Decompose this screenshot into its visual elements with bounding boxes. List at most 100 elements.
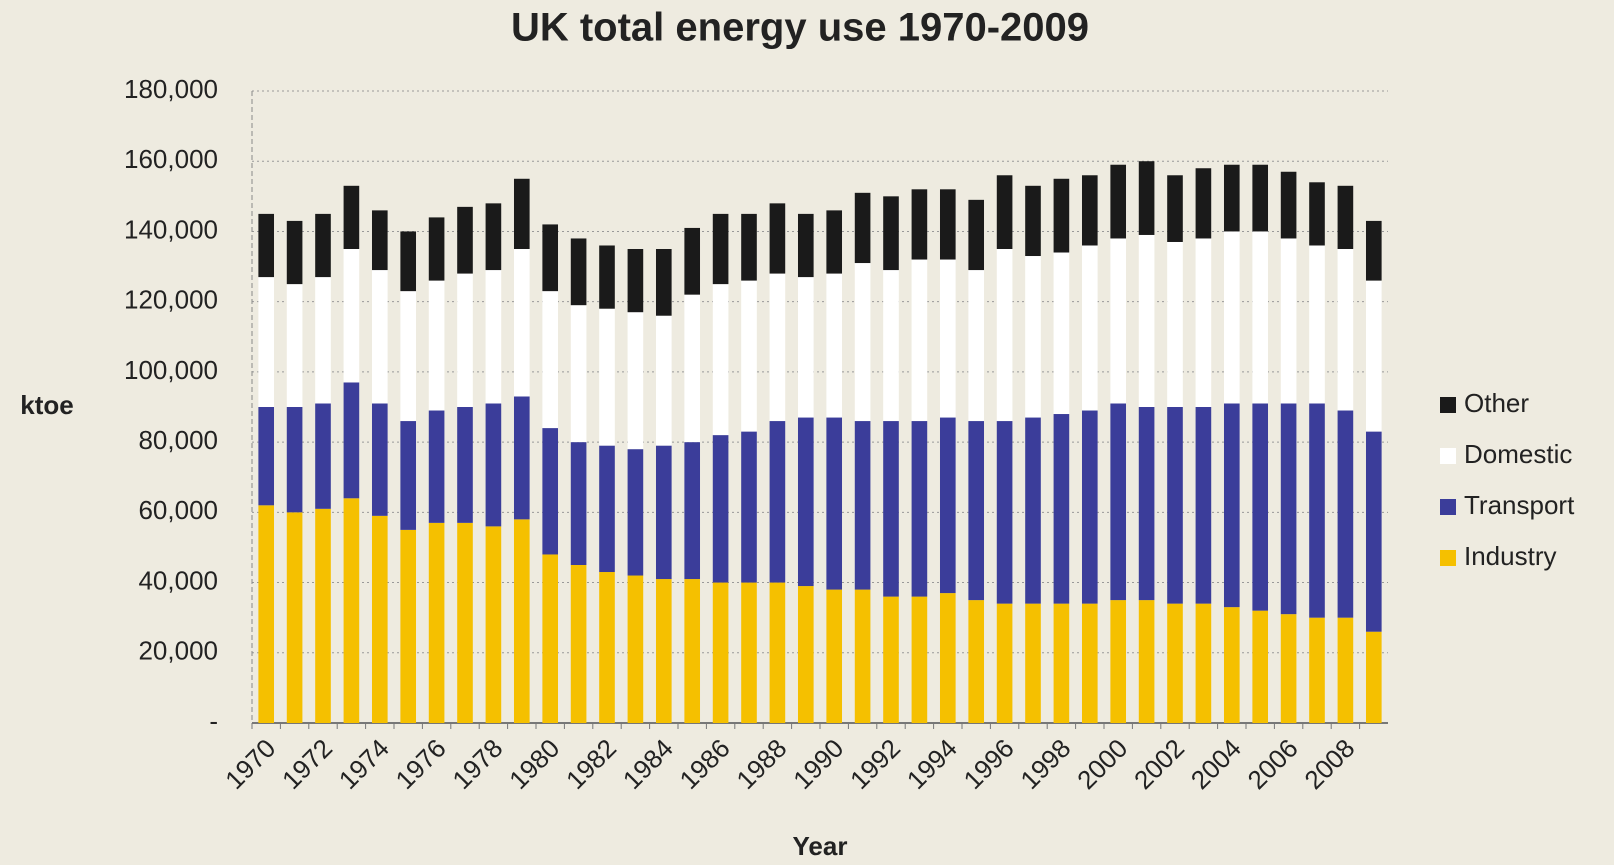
y-tick-label: -	[209, 706, 218, 736]
bar-segment	[1337, 249, 1354, 411]
bar-segment	[1081, 410, 1098, 604]
bar-segment	[258, 213, 275, 278]
bar-segment	[712, 284, 729, 436]
bar-segment	[315, 277, 331, 404]
bar-segment	[513, 519, 530, 723]
bar-segment	[1110, 403, 1127, 601]
bar-segment	[1280, 614, 1297, 723]
bar-segment	[939, 259, 956, 418]
bar-segment	[797, 586, 814, 723]
bar-segment	[968, 270, 985, 422]
bar-segment	[1252, 610, 1269, 723]
bar-segment	[996, 249, 1013, 422]
bar-segment	[1252, 403, 1269, 611]
bar-segment	[741, 213, 757, 281]
bar-segment	[485, 526, 502, 723]
legend-label: Industry	[1464, 541, 1557, 571]
bar-segment	[1025, 185, 1041, 257]
bar-segment	[371, 515, 388, 723]
bar-segment	[655, 315, 672, 446]
bar-segment	[712, 435, 729, 583]
bar-segment	[769, 203, 786, 274]
bar-segment	[741, 582, 757, 723]
bar-segment	[570, 238, 587, 306]
bar-segment	[1025, 256, 1041, 418]
bar-segment	[457, 522, 473, 723]
bar-segment	[1365, 220, 1382, 281]
bar-segment	[1195, 168, 1212, 239]
y-tick-label: 180,000	[124, 74, 218, 104]
bar-segment	[599, 308, 615, 446]
bar-segment	[542, 428, 559, 555]
bar-segment	[599, 572, 615, 723]
bar-segment	[797, 213, 814, 278]
bar-segment	[996, 603, 1013, 723]
bar-segment	[1053, 603, 1070, 723]
bar-segment	[1167, 407, 1183, 604]
bar-segment	[968, 600, 985, 723]
y-tick-label: 160,000	[124, 144, 218, 174]
y-tick-label: 20,000	[138, 636, 218, 666]
bar-segment	[655, 249, 672, 316]
bar-segment	[1252, 231, 1269, 404]
bar-segment	[1025, 603, 1041, 723]
bar-segment	[996, 175, 1013, 249]
bar-segment	[570, 565, 587, 723]
bar-segment	[826, 589, 843, 723]
bar-segment	[315, 403, 331, 509]
bar-segment	[400, 529, 417, 723]
bar-segment	[826, 210, 843, 274]
bar-segment	[343, 249, 360, 383]
bar-segment	[627, 449, 644, 576]
bar-segment	[400, 421, 417, 530]
bar-segment	[684, 579, 701, 723]
bar-segment	[1337, 617, 1354, 723]
bar-segment	[883, 270, 899, 422]
bar-segment	[684, 227, 701, 295]
bar-segment	[883, 196, 899, 271]
bar-segment	[428, 522, 445, 723]
bar-segment	[627, 312, 644, 450]
bar-segment	[854, 589, 871, 723]
bar-segment	[1309, 403, 1325, 618]
bar-segment	[1025, 417, 1041, 604]
bar-segment	[1280, 171, 1297, 239]
bar-segment	[1138, 234, 1155, 407]
bar-segment	[1138, 161, 1155, 235]
bar-segment	[854, 421, 871, 590]
bar-segment	[684, 294, 701, 443]
bar-segment	[599, 445, 615, 573]
bar-segment	[797, 277, 814, 418]
bar-segment	[1280, 238, 1297, 404]
bar-segment	[1195, 603, 1212, 723]
bar-segment	[627, 249, 644, 313]
bar-segment	[627, 575, 644, 723]
bar-segment	[1280, 403, 1297, 615]
bar-segment	[1053, 414, 1070, 604]
bar-segment	[996, 421, 1013, 604]
y-tick-label: 140,000	[124, 214, 218, 244]
bar-segment	[1309, 182, 1325, 246]
bar-segment	[1081, 175, 1098, 246]
bar-segment	[599, 245, 615, 309]
bar-segment	[854, 192, 871, 264]
bar-segment	[1195, 407, 1212, 604]
bar-segment	[1053, 178, 1070, 253]
bar-segment	[1223, 607, 1240, 723]
bar-segment	[258, 277, 275, 407]
legend-swatch	[1440, 448, 1456, 464]
bar-segment	[1337, 410, 1354, 618]
bar-segment	[911, 421, 928, 597]
bar-segment	[1053, 252, 1070, 415]
bar-segment	[769, 582, 786, 723]
bar-segment	[826, 273, 843, 418]
bar-segment	[286, 220, 303, 285]
bar-segment	[1365, 431, 1382, 632]
bar-segment	[939, 189, 956, 260]
bar-segment	[1252, 164, 1269, 232]
bar-segment	[1138, 407, 1155, 601]
bar-segment	[1223, 231, 1240, 404]
legend-label: Transport	[1464, 490, 1575, 520]
bar-segment	[542, 291, 559, 429]
